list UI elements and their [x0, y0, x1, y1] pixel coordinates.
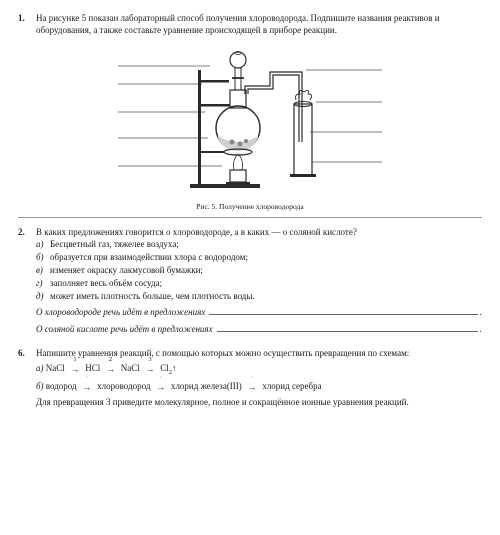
item-b-text: образуется при взаимодействии хлора с во…: [50, 251, 482, 263]
item-a-letter: а): [36, 238, 50, 250]
task-2-text: В каких предложениях говорится о хлорово…: [36, 226, 482, 238]
task-1-text: На рисунке 5 показан лабораторный способ…: [36, 12, 482, 36]
item-d-letter: д): [36, 290, 50, 302]
arrow-b3: ·→: [244, 381, 260, 393]
scheme-a-s1: NaCl: [46, 363, 65, 373]
arrow-b1: ·→: [79, 381, 95, 393]
item-v-text: изменяет окраску лакмусовой бумажки;: [50, 264, 482, 276]
answer-1-label: О хлороводороде речь идёт в предложениях: [36, 306, 205, 318]
scheme-a-s2: HCl: [85, 363, 100, 373]
dot-1: .: [480, 306, 482, 318]
figure-caption: Рис. 5. Получение хлороводорода: [18, 202, 482, 212]
answer-line-1: О хлороводороде речь идёт в предложениях…: [36, 306, 482, 318]
answer-line-2: О соляной кислоте речь идёт в предложени…: [36, 323, 482, 335]
scheme-b-s4: хло­рид серебра: [262, 381, 321, 391]
task-6-footer: Для превращения 3 приведите молекулярное…: [36, 396, 482, 408]
scheme-b-letter: б): [36, 381, 44, 391]
task-2-number: 2.: [18, 226, 36, 339]
separator-1: [18, 217, 482, 218]
scheme-a-s4: Cl2↑: [160, 363, 176, 373]
arrow-3: 3→: [142, 363, 158, 375]
answer-2-label: О соляной кислоте речь идёт в предложени…: [36, 323, 213, 335]
arrow-2: 2→: [103, 363, 119, 375]
dot-2: .: [480, 323, 482, 335]
item-d: д) может иметь плотность больше, чем пло…: [36, 290, 482, 302]
scheme-b-s3: хлорид железа(III): [171, 381, 242, 391]
task-2: 2. В каких предложениях говорится о хлор…: [18, 226, 482, 339]
arrow-1: 1→: [67, 363, 83, 375]
task-6: 6. Напишите уравнения реакций, с помощью…: [18, 347, 482, 409]
task-1-row: 1. На рисунке 5 показан лабораторный спо…: [18, 12, 482, 36]
item-g-letter: г): [36, 277, 50, 289]
item-v: в) изменяет окраску лакмусовой бумажки;: [36, 264, 482, 276]
item-g-text: заполняет весь объём сосуда;: [50, 277, 482, 289]
task-6-number: 6.: [18, 347, 36, 409]
apparatus-svg: [110, 42, 390, 197]
arrow-b2: ·→: [153, 381, 169, 393]
task-1-number: 1.: [18, 12, 36, 36]
scheme-b: б) водород ·→ хлороводород ·→ хлорид жел…: [36, 380, 482, 393]
item-v-letter: в): [36, 264, 50, 276]
scheme-a-letter: а): [36, 363, 44, 373]
blank-1: [209, 314, 477, 315]
scheme-b-s1: водород: [46, 381, 77, 391]
task-6-row: 6. Напишите уравнения реакций, с помощью…: [18, 347, 482, 409]
scheme-b-s2: хлороводород: [97, 381, 150, 391]
item-d-text: может иметь плотность больше, чем плотно…: [50, 290, 482, 302]
task-1: 1. На рисунке 5 показан лабораторный спо…: [18, 12, 482, 218]
item-a-text: Бесцветный газ, тяжелее воздуха;: [50, 238, 482, 250]
item-a: а) Бесцветный газ, тяжелее воздуха;: [36, 238, 482, 250]
task-2-row: 2. В каких предложениях говорится о хлор…: [18, 226, 482, 339]
task-2-body: В каких предложениях говорится о хлорово…: [36, 226, 482, 339]
blank-2: [217, 331, 478, 332]
apparatus-diagram: Рис. 5. Получение хлороводорода: [18, 42, 482, 212]
task-6-body: Напишите уравнения реакций, с помощью ко…: [36, 347, 482, 409]
item-b-letter: б): [36, 251, 50, 263]
scheme-a-s3: NaCl: [121, 363, 140, 373]
item-b: б) образуется при взаимодействии хлора с…: [36, 251, 482, 263]
item-g: г) заполняет весь объём сосуда;: [36, 277, 482, 289]
